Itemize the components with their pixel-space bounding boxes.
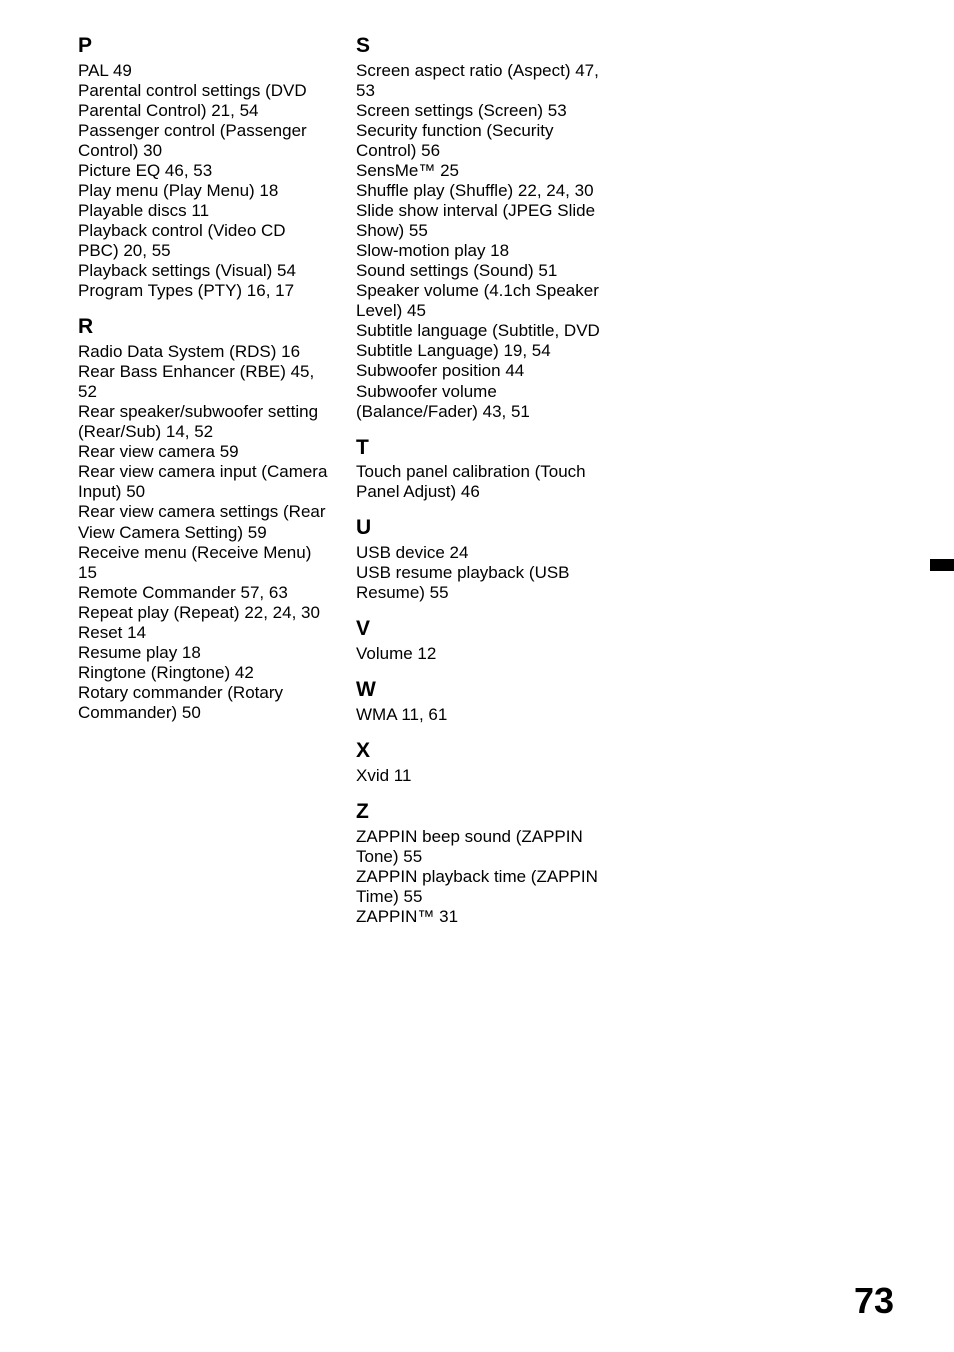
index-entry: Screen aspect ratio (Aspect) 47, 53: [356, 61, 606, 101]
index-entry: Receive menu (Receive Menu) 15: [78, 543, 328, 583]
index-letter: P: [78, 34, 328, 59]
index-entry: WMA 11, 61: [356, 705, 606, 725]
index-letter: V: [356, 617, 606, 642]
index-entry: Radio Data System (RDS) 16: [78, 342, 328, 362]
index-entry: Xvid 11: [356, 766, 606, 786]
index-entry: Playable discs 11: [78, 201, 328, 221]
index-entry: Rear speaker/subwoofer setting (Rear/Sub…: [78, 402, 328, 442]
index-entry: Security function (Security Control) 56: [356, 121, 606, 161]
index-column-right: SScreen aspect ratio (Aspect) 47, 53Scre…: [356, 34, 606, 927]
index-entry: Slow-motion play 18: [356, 241, 606, 261]
index-letter: W: [356, 678, 606, 703]
index-entry: Volume 12: [356, 644, 606, 664]
index-letter: X: [356, 739, 606, 764]
index-entry: Picture EQ 46, 53: [78, 161, 328, 181]
index-entry: USB resume playback (USB Resume) 55: [356, 563, 606, 603]
index-entry: Touch panel calibration (Touch Panel Adj…: [356, 462, 606, 502]
index-column-left: PPAL 49Parental control settings (DVD Pa…: [78, 34, 328, 927]
index-entry: Subwoofer volume (Balance/Fader) 43, 51: [356, 382, 606, 422]
index-letter: S: [356, 34, 606, 59]
index-entry: ZAPPIN beep sound (ZAPPIN Tone) 55: [356, 827, 606, 867]
index-entry: Ringtone (Ringtone) 42: [78, 663, 328, 683]
index-entry: Reset 14: [78, 623, 328, 643]
index-entry: SensMe™ 25: [356, 161, 606, 181]
index-letter: U: [356, 516, 606, 541]
index-entry: Subtitle language (Subtitle, DVD Subtitl…: [356, 321, 606, 361]
index-entry: Playback control (Video CD PBC) 20, 55: [78, 221, 328, 261]
index-entry: Subwoofer position 44: [356, 361, 606, 381]
index-entry: Speaker volume (4.1ch Speaker Level) 45: [356, 281, 606, 321]
index-letter: T: [356, 436, 606, 461]
index-entry: Parental control settings (DVD Parental …: [78, 81, 328, 121]
index-entry: Rear view camera settings (Rear View Cam…: [78, 502, 328, 542]
index-entry: Rear Bass Enhancer (RBE) 45, 52: [78, 362, 328, 402]
index-entry: Screen settings (Screen) 53: [356, 101, 606, 121]
index-letter: Z: [356, 800, 606, 825]
index-entry: Shuffle play (Shuffle) 22, 24, 30: [356, 181, 606, 201]
index-entry: Rear view camera 59: [78, 442, 328, 462]
index-entry: Rear view camera input (Camera Input) 50: [78, 462, 328, 502]
index-entry: Rotary commander (Rotary Commander) 50: [78, 683, 328, 723]
index-entry: ZAPPIN™ 31: [356, 907, 606, 927]
index-entry: Playback settings (Visual) 54: [78, 261, 328, 281]
index-entry: Resume play 18: [78, 643, 328, 663]
tab-marker: [930, 559, 954, 571]
index-entry: Play menu (Play Menu) 18: [78, 181, 328, 201]
index-entry: Program Types (PTY) 16, 17: [78, 281, 328, 301]
page-number: 73: [854, 1280, 894, 1322]
index-entry: ZAPPIN playback time (ZAPPIN Time) 55: [356, 867, 606, 907]
index-entry: Repeat play (Repeat) 22, 24, 30: [78, 603, 328, 623]
index-entry: PAL 49: [78, 61, 328, 81]
index-entry: USB device 24: [356, 543, 606, 563]
page: PPAL 49Parental control settings (DVD Pa…: [0, 0, 954, 1352]
index-columns: PPAL 49Parental control settings (DVD Pa…: [78, 34, 884, 927]
index-entry: Passenger control (Passenger Control) 30: [78, 121, 328, 161]
index-letter: R: [78, 315, 328, 340]
index-entry: Remote Commander 57, 63: [78, 583, 328, 603]
index-entry: Sound settings (Sound) 51: [356, 261, 606, 281]
index-entry: Slide show interval (JPEG Slide Show) 55: [356, 201, 606, 241]
